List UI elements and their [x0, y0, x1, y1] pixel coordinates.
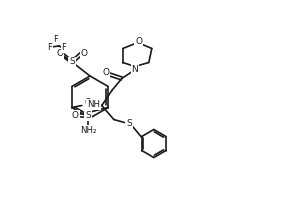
Text: O: O — [72, 111, 79, 120]
Text: S: S — [69, 58, 75, 66]
Text: S: S — [85, 111, 91, 120]
Text: NH: NH — [87, 100, 100, 109]
Text: O: O — [56, 49, 63, 58]
Text: O: O — [135, 37, 142, 46]
Text: N: N — [131, 65, 138, 74]
Text: F: F — [54, 36, 58, 45]
Text: F: F — [61, 44, 67, 52]
Text: O: O — [85, 98, 92, 107]
Text: O: O — [80, 48, 87, 58]
Text: F: F — [48, 43, 52, 51]
Text: O: O — [102, 68, 109, 77]
Text: S: S — [126, 119, 132, 128]
Text: NH₂: NH₂ — [80, 126, 96, 135]
